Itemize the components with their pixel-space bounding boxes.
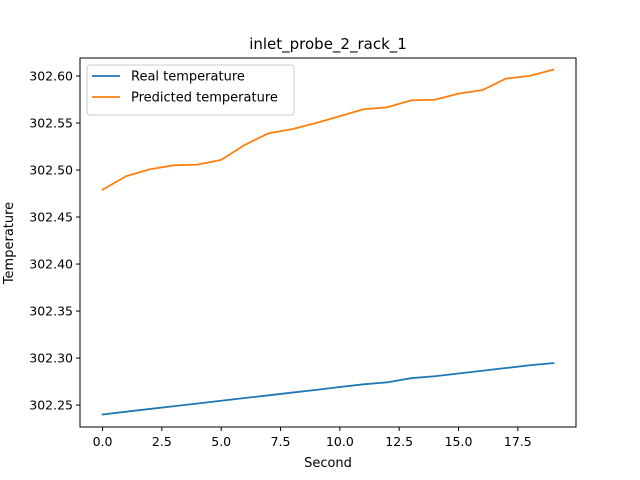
y-tick-label: 302.60	[29, 68, 73, 83]
x-axis-ticks: 0.0 2.5 5.0 7.5 10.0 12.5 15.0 17.5	[93, 427, 532, 449]
legend-label-predicted: Predicted temperature	[131, 91, 278, 106]
y-tick-label: 302.35	[29, 304, 73, 319]
x-tick-label: 0.0	[93, 434, 113, 449]
x-tick-label: 17.5	[504, 434, 532, 449]
y-tick-label: 302.40	[29, 257, 73, 272]
series-line-predicted	[101, 68, 555, 191]
plot-lines	[101, 68, 555, 416]
x-axis-label: Second	[304, 456, 352, 471]
x-tick-label: 15.0	[445, 434, 473, 449]
x-tick-label: 12.5	[385, 434, 413, 449]
series-line-real	[101, 362, 555, 416]
x-tick-label: 2.5	[152, 434, 172, 449]
y-axis-label: Temperature	[2, 202, 17, 285]
y-tick-label: 302.45	[29, 210, 73, 225]
y-tick-label: 302.50	[29, 162, 73, 177]
legend-box	[86, 64, 295, 116]
chart-title: inlet_probe_2_rack_1	[249, 35, 407, 54]
x-tick-label: 10.0	[326, 434, 354, 449]
y-tick-label: 302.55	[29, 115, 73, 130]
x-tick-label: 5.0	[211, 434, 231, 449]
legend-label-real: Real temperature	[131, 70, 245, 85]
y-tick-label: 302.25	[29, 398, 73, 413]
y-tick-label: 302.30	[29, 351, 73, 366]
legend: Real temperature Predicted temperature	[86, 64, 295, 116]
x-tick-label: 7.5	[271, 434, 291, 449]
y-axis-ticks: 302.25 302.30 302.35 302.40 302.45 302.50 302.…	[29, 68, 80, 413]
plot-frame	[79, 57, 577, 428]
